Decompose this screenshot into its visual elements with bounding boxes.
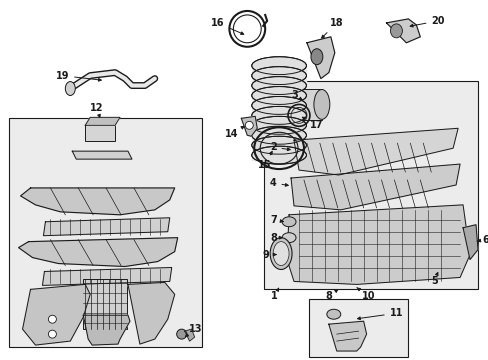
Polygon shape xyxy=(43,218,169,236)
Text: 8: 8 xyxy=(325,290,337,301)
Ellipse shape xyxy=(65,82,75,95)
Bar xyxy=(308,299,407,357)
Ellipse shape xyxy=(282,233,295,243)
Text: 9: 9 xyxy=(262,249,275,260)
Polygon shape xyxy=(462,225,477,260)
Bar xyxy=(277,89,321,120)
Polygon shape xyxy=(20,188,174,215)
Polygon shape xyxy=(72,151,132,159)
Circle shape xyxy=(176,329,186,339)
Text: 12: 12 xyxy=(90,103,103,117)
Ellipse shape xyxy=(269,238,291,270)
Polygon shape xyxy=(241,116,257,136)
Bar xyxy=(9,118,201,347)
Polygon shape xyxy=(386,19,420,43)
Ellipse shape xyxy=(273,242,288,266)
Ellipse shape xyxy=(251,77,306,94)
Text: 1: 1 xyxy=(270,288,278,301)
Text: 11: 11 xyxy=(357,308,403,320)
Ellipse shape xyxy=(310,49,322,65)
Polygon shape xyxy=(290,164,459,210)
Text: 13: 13 xyxy=(185,324,202,337)
Polygon shape xyxy=(293,128,457,175)
Text: 6: 6 xyxy=(476,235,488,245)
Text: 20: 20 xyxy=(409,16,444,27)
Ellipse shape xyxy=(251,86,306,104)
Ellipse shape xyxy=(251,107,306,124)
Text: 18: 18 xyxy=(321,18,343,38)
Bar xyxy=(264,81,477,289)
Ellipse shape xyxy=(313,90,329,120)
Polygon shape xyxy=(83,315,130,345)
Circle shape xyxy=(48,330,56,338)
Text: 10: 10 xyxy=(356,288,375,301)
Polygon shape xyxy=(42,267,171,285)
Polygon shape xyxy=(85,117,120,125)
Bar xyxy=(83,279,127,329)
Text: 16: 16 xyxy=(210,18,243,35)
Ellipse shape xyxy=(251,126,306,144)
Polygon shape xyxy=(286,205,469,284)
Text: 7: 7 xyxy=(270,215,283,225)
Ellipse shape xyxy=(251,57,306,75)
Ellipse shape xyxy=(326,309,340,319)
Ellipse shape xyxy=(251,136,306,154)
Text: 3: 3 xyxy=(291,90,302,100)
Polygon shape xyxy=(252,66,305,160)
Text: 14: 14 xyxy=(224,126,244,139)
Text: 8: 8 xyxy=(270,233,282,243)
Ellipse shape xyxy=(251,96,306,114)
Polygon shape xyxy=(328,321,366,351)
Circle shape xyxy=(48,315,56,323)
Text: 4: 4 xyxy=(269,178,287,188)
Polygon shape xyxy=(22,284,90,345)
Ellipse shape xyxy=(251,67,306,85)
Bar xyxy=(85,125,115,141)
Ellipse shape xyxy=(251,116,306,134)
Circle shape xyxy=(245,121,253,129)
Text: 17: 17 xyxy=(302,117,323,130)
Ellipse shape xyxy=(282,217,295,227)
Polygon shape xyxy=(184,329,194,341)
Ellipse shape xyxy=(251,146,306,164)
Ellipse shape xyxy=(390,24,402,38)
Polygon shape xyxy=(128,282,174,344)
Text: 15: 15 xyxy=(257,152,272,170)
Polygon shape xyxy=(19,238,177,266)
Text: 5: 5 xyxy=(430,273,437,287)
Text: 2: 2 xyxy=(269,142,289,152)
Text: 19: 19 xyxy=(56,71,101,81)
Polygon shape xyxy=(306,37,334,78)
